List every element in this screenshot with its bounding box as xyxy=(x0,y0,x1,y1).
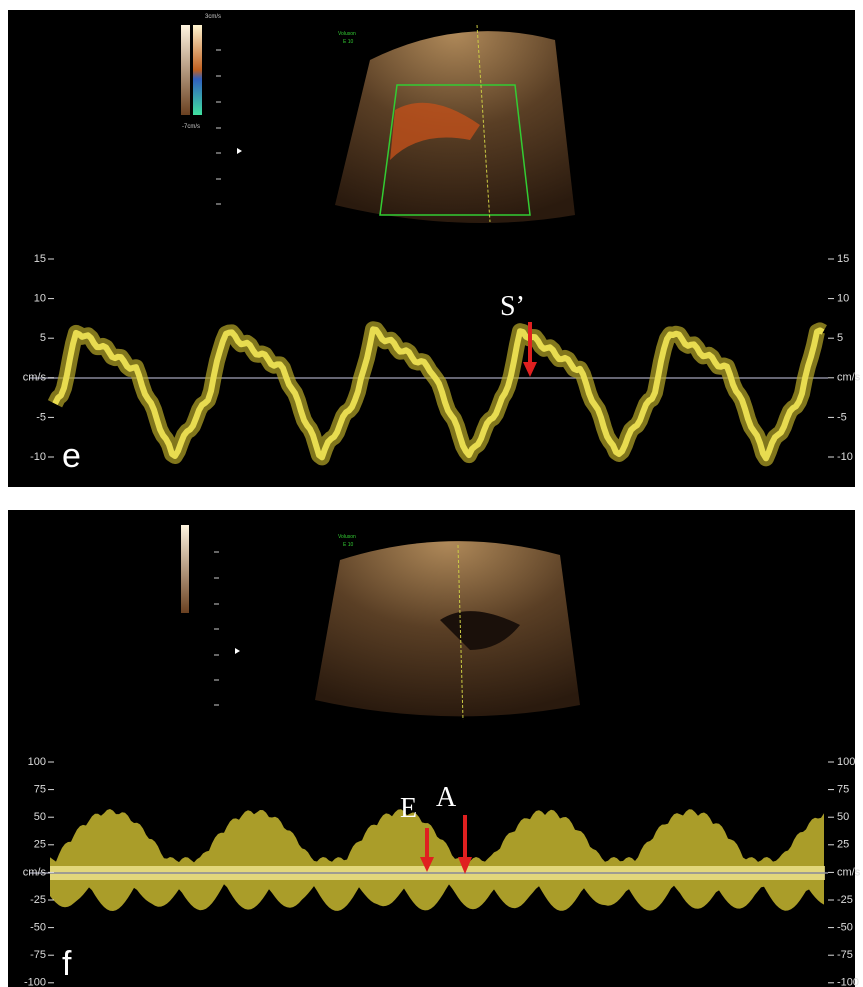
device-label: Voluson xyxy=(338,31,356,37)
colorbar-max: 3cm/s xyxy=(205,14,221,20)
scale-label: cm/s xyxy=(837,372,861,384)
device-label: E 10 xyxy=(343,39,354,45)
scale-label: cm/s xyxy=(23,372,47,384)
device-label: E 10 xyxy=(343,542,354,548)
scale-label: cm/s xyxy=(837,866,861,878)
scale-label: -50 xyxy=(837,922,853,934)
doppler-envelope xyxy=(50,809,824,911)
scale-label: -100 xyxy=(837,977,859,987)
panel-label: e xyxy=(62,437,81,475)
scale-label: 100 xyxy=(28,756,46,768)
scale-label: 50 xyxy=(34,811,46,823)
arrow-head xyxy=(420,857,434,872)
annotation: S’ xyxy=(500,291,525,322)
ultrasound-image xyxy=(315,541,580,717)
cursor-line xyxy=(457,544,464,721)
scale-label: -25 xyxy=(30,894,46,906)
scale-label: 25 xyxy=(34,839,46,851)
scale-label: -50 xyxy=(30,922,46,934)
scale-label: 15 xyxy=(837,253,849,265)
scale-label: -100 xyxy=(24,977,46,987)
scale-label: 75 xyxy=(34,784,46,796)
scale-label: 5 xyxy=(40,332,46,344)
cursor-line xyxy=(476,24,491,223)
scale-label: -10 xyxy=(30,451,46,463)
scale-label: -5 xyxy=(837,411,847,423)
scale-label: -5 xyxy=(36,411,46,423)
annotation: E xyxy=(400,793,417,824)
doppler-trace xyxy=(52,326,825,462)
color-bar xyxy=(193,25,202,115)
arrow-head xyxy=(523,362,537,377)
scale-label: 10 xyxy=(34,293,46,305)
panel-label: f xyxy=(62,945,72,983)
scale-label: 25 xyxy=(837,839,849,851)
device-label: Voluson xyxy=(338,534,356,540)
focus-marker xyxy=(237,148,242,154)
scale-label: 100 xyxy=(837,756,855,768)
scale-label: 5 xyxy=(837,332,843,344)
scale-label: -75 xyxy=(837,949,853,961)
colorbar-min: -7cm/s xyxy=(182,124,200,130)
grayscale-bar xyxy=(181,525,189,613)
scale-label: -75 xyxy=(30,949,46,961)
color-flow xyxy=(390,102,480,160)
scale-label: 15 xyxy=(34,253,46,265)
annotation: A xyxy=(436,782,457,813)
color-box xyxy=(379,84,531,216)
scale-label: 75 xyxy=(837,784,849,796)
scale-label: 50 xyxy=(837,811,849,823)
grayscale-bar xyxy=(181,25,190,115)
scale-label: -10 xyxy=(837,451,853,463)
scale-label: -25 xyxy=(837,894,853,906)
scale-label: cm/s xyxy=(23,866,47,878)
arrow-head xyxy=(458,857,472,874)
scale-label: 10 xyxy=(837,293,849,305)
focus-marker xyxy=(235,648,240,654)
